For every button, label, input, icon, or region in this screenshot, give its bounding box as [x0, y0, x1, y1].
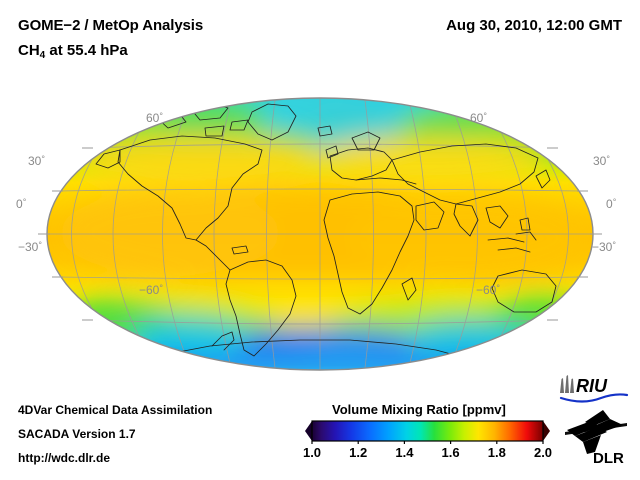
colorbar-svg	[305, 420, 550, 444]
lat-label-right-30: 30°	[593, 154, 610, 168]
colorbar-tick-3: 1.4	[395, 445, 414, 460]
riu-tower-icon	[560, 375, 574, 393]
lat-label-left-60: 60°	[146, 111, 163, 125]
dlr-wordmark: DLR	[593, 450, 624, 466]
colorbar-title: Volume Mixing Ratio [ppmv]	[332, 402, 506, 417]
graticule	[47, 98, 593, 370]
colorbar-tick-6: 2.0	[533, 445, 553, 460]
species-subscript: 4	[39, 50, 46, 61]
ch4-field	[47, 98, 593, 370]
colorbar	[305, 418, 550, 444]
species-suffix: at 55.4 hPa	[45, 42, 128, 59]
lat-ticks	[38, 147, 602, 321]
dlr-emblem-icon	[565, 410, 627, 454]
map-panel: 60° 30° 0° −30° −60° 60° 30° 0° −30° −60…	[0, 88, 640, 380]
species-level-label: CH4 at 55.4 hPa	[18, 42, 128, 61]
riu-wordmark: RIU	[576, 376, 608, 396]
species-prefix: CH	[18, 42, 40, 59]
riu-swoosh-icon	[559, 393, 629, 403]
colorbar-tick-labels: 1.0 1.2 1.4 1.6 1.8 2.0	[302, 445, 553, 465]
colorbar-tick-5: 1.8	[487, 445, 506, 460]
lat-label-left-0: 0°	[16, 197, 27, 211]
dlr-logo: DLR	[565, 410, 627, 466]
lat-label-right-60: 60°	[470, 111, 487, 125]
lat-label-right-minus30: −30°	[592, 240, 616, 254]
world-map-mollweide	[38, 97, 602, 371]
lat-label-right-0: 0°	[606, 197, 617, 211]
lat-label-left-minus30: −30°	[18, 240, 42, 254]
colorbar-tick-4: 1.6	[441, 445, 460, 460]
footer-line-method: 4DVar Chemical Data Assimilation	[18, 403, 213, 417]
footer-line-url[interactable]: http://wdc.dlr.de	[18, 451, 110, 465]
colorbar-tick-1: 1.0	[302, 445, 322, 460]
lat-label-left-30: 30°	[28, 154, 45, 168]
colorbar-cap-high	[543, 421, 550, 441]
page-title: GOME−2 / MetOp Analysis	[18, 17, 204, 34]
colorbar-tick-2: 1.2	[349, 445, 368, 460]
colorbar-ticks	[311, 441, 544, 444]
colorbar-cap-low	[305, 421, 312, 441]
colorbar-ramp	[311, 420, 544, 442]
datetime-label: Aug 30, 2010, 12:00 GMT	[446, 17, 622, 34]
riu-logo: RIU	[559, 375, 629, 403]
footer-line-version: SACADA Version 1.7	[18, 427, 136, 441]
lat-label-left-minus60: −60°	[139, 283, 163, 297]
lat-label-right-minus60: −60°	[476, 283, 500, 297]
